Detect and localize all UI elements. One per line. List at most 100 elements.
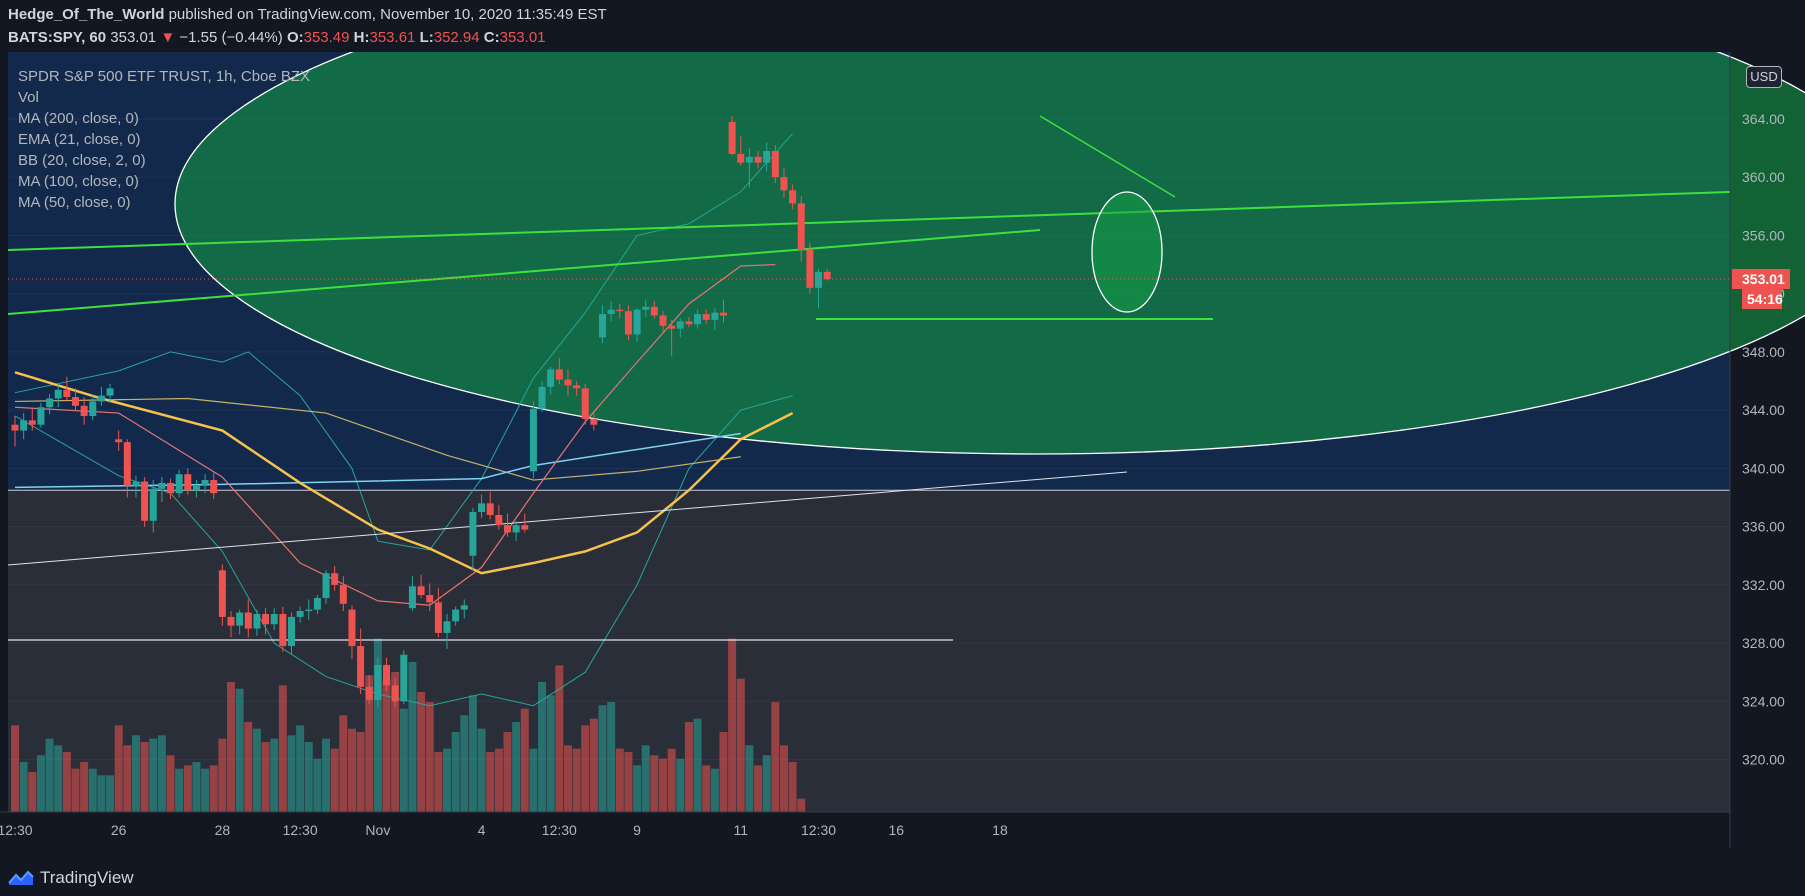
volume-bar <box>650 755 659 812</box>
volume-bar <box>157 735 166 812</box>
legend-title[interactable]: SPDR S&P 500 ETF TRUST, 1h, Cboe BZX <box>18 68 311 85</box>
volume-bar <box>659 758 667 812</box>
volume-bar <box>97 775 106 812</box>
ma100-line <box>14 397 741 481</box>
legend-ma100[interactable]: MA (100, close, 0) <box>18 173 139 190</box>
volume-bar <box>71 768 80 812</box>
countdown-tag-text: 54:16 <box>1747 291 1783 307</box>
candle-body <box>599 314 607 338</box>
candle-body <box>37 407 45 425</box>
candle-body <box>28 420 36 425</box>
volume-bar <box>123 745 132 812</box>
candle-body <box>547 369 555 387</box>
candle-body <box>564 379 572 386</box>
volume-bar <box>417 692 426 812</box>
candle-body <box>624 311 632 335</box>
candle-body <box>71 397 79 406</box>
volume-bar <box>762 755 771 812</box>
candle-body <box>305 609 313 612</box>
volume-bar <box>252 728 261 812</box>
downtrend-line <box>1039 115 1176 198</box>
volume-bar <box>149 738 158 812</box>
volume-bar <box>615 748 624 812</box>
volume-bar <box>28 772 37 812</box>
volume-bar <box>607 702 616 812</box>
candle-body <box>374 664 382 700</box>
candle-body <box>201 480 209 486</box>
volume-bar <box>322 738 331 812</box>
volume-bar <box>278 685 287 812</box>
volume-bar <box>339 715 348 812</box>
last-price-tag <box>1732 268 1790 289</box>
candle-body <box>123 442 131 486</box>
candle-body <box>149 488 157 521</box>
candle-body <box>590 418 598 425</box>
candle-body <box>287 616 295 647</box>
candle-body <box>80 405 88 416</box>
volume-bar <box>728 638 737 812</box>
candle-body <box>270 613 278 625</box>
time-tick-label: 26 <box>111 822 127 838</box>
price-tick-label: 336.00 <box>1742 519 1785 535</box>
candle-body <box>97 395 105 402</box>
volume-bar <box>693 718 702 812</box>
volume-bar <box>641 745 650 812</box>
low-label: L: <box>419 29 434 46</box>
volume-bar <box>175 768 184 812</box>
candle-body <box>417 586 425 596</box>
candle-body <box>262 613 270 625</box>
price-tick-label: 320.00 <box>1742 752 1785 768</box>
candle-body <box>279 613 287 647</box>
time-tick-label: Nov <box>365 822 390 838</box>
volume-bar <box>45 738 54 812</box>
symbol-label: BATS:SPY, 60 <box>8 29 107 46</box>
candle-body <box>581 388 589 419</box>
candle-body <box>11 424 19 431</box>
volume-bar <box>304 742 313 812</box>
volume-bar <box>598 705 607 812</box>
legend-ma50[interactable]: MA (50, close, 0) <box>18 194 131 211</box>
candle-body <box>668 325 676 329</box>
volume-bar <box>451 732 460 812</box>
countdown-tag <box>1742 288 1782 309</box>
volume-bar <box>296 725 305 812</box>
down-arrow-icon: ▼ <box>160 29 176 46</box>
candle-body <box>789 190 797 204</box>
candle-body <box>737 153 745 163</box>
candle-body <box>408 586 416 609</box>
currency-button[interactable]: USD <box>1746 66 1782 88</box>
price-chart[interactable]: 364.00360.00356.00352.00348.00344.00340.… <box>0 52 1805 848</box>
last-price: 353.01 <box>110 29 157 46</box>
volume-bar <box>702 765 711 812</box>
price-tick-label: 324.00 <box>1742 693 1785 709</box>
candle-body <box>469 512 477 556</box>
time-tick-label: 28 <box>215 822 231 838</box>
volume-bar <box>736 678 745 812</box>
volume-bar <box>520 708 529 812</box>
candle-body <box>694 314 702 325</box>
legend-volume[interactable]: Vol <box>18 89 39 106</box>
candle-body <box>322 573 330 598</box>
candle-body <box>383 664 391 686</box>
ellipse-drawing <box>174 52 1805 455</box>
price-tick-label: 364.00 <box>1742 111 1785 127</box>
volume-bar <box>486 752 495 812</box>
volume-bar <box>555 665 564 812</box>
tradingview-brand[interactable]: TradingView <box>8 868 134 888</box>
high-value: 353.61 <box>369 29 416 46</box>
author-name[interactable]: Hedge_Of_The_World <box>8 6 165 23</box>
legend-bb[interactable]: BB (20, close, 2, 0) <box>18 152 146 169</box>
open-value: 353.49 <box>303 29 350 46</box>
volume-bar <box>218 738 227 812</box>
volume-bar <box>382 678 391 812</box>
volume-bar <box>244 722 253 812</box>
volume-bar <box>330 748 339 812</box>
volume-bar <box>140 742 149 812</box>
candle-body <box>719 312 727 316</box>
candle-body <box>607 309 615 315</box>
candle-body <box>503 525 511 533</box>
volume-bar <box>589 718 598 812</box>
legend-ema21[interactable]: EMA (21, close, 0) <box>18 131 141 148</box>
legend-ma200[interactable]: MA (200, close, 0) <box>18 110 139 127</box>
volume-bar <box>11 725 19 812</box>
